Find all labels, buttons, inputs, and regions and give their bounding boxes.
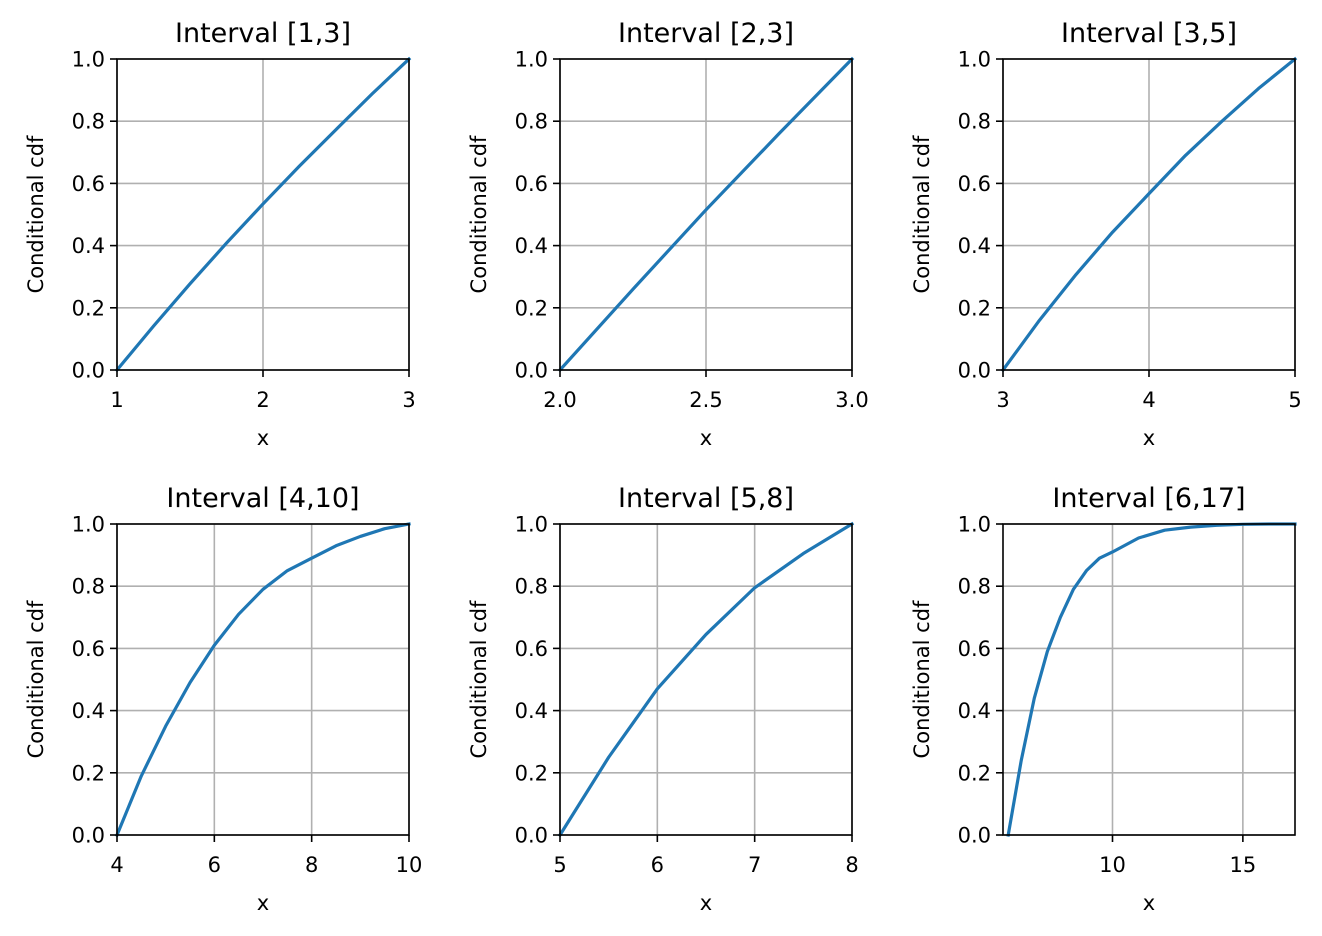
y-tick-label: 0.8 <box>958 575 991 599</box>
y-tick-label: 0.6 <box>515 637 548 661</box>
y-tick-label: 1.0 <box>958 48 991 72</box>
y-tick-label: 0.0 <box>72 824 105 848</box>
y-tick-label: 1.0 <box>72 513 105 537</box>
x-tick-label: 6 <box>208 853 221 877</box>
subplot-title: Interval [3,5] <box>1061 18 1237 49</box>
cdf-line <box>114 522 411 838</box>
y-tick-label: 0.2 <box>515 761 548 785</box>
cdf-line <box>1000 56 1298 373</box>
y-axis-label: Conditional cdf <box>467 600 491 758</box>
y-tick-label: 0.4 <box>958 234 991 258</box>
y-tick-label: 0.4 <box>72 234 105 258</box>
subplot-title: Interval [6,17] <box>1052 483 1245 514</box>
axes-frame <box>116 523 410 836</box>
x-tick-label: 15 <box>1229 853 1256 877</box>
y-tick-label: 0.2 <box>515 296 548 320</box>
y-tick-label: 0.2 <box>958 296 991 320</box>
y-axis-label: Conditional cdf <box>910 135 934 293</box>
y-tick-label: 0.4 <box>515 234 548 258</box>
y-tick-label: 0.0 <box>958 359 991 383</box>
y-tick-label: 1.0 <box>515 513 548 537</box>
x-tick-label: 5 <box>553 853 566 877</box>
y-tick-label: 0.0 <box>515 824 548 848</box>
y-tick-label: 0.6 <box>72 172 105 196</box>
x-axis-label: x <box>1143 891 1155 915</box>
x-axis-label: x <box>257 426 269 450</box>
x-axis-label: x <box>1143 426 1155 450</box>
x-tick-label: 2.5 <box>689 388 722 412</box>
y-tick-label: 0.6 <box>958 637 991 661</box>
x-tick-label: 2.0 <box>543 388 576 412</box>
subplot-3: 3 4 5 0.0 0.2 0.4 0.6 0.8 1.0 Interval [3,5] x Cond… <box>910 18 1302 450</box>
y-tick-label: 0.0 <box>515 359 548 383</box>
y-tick-label: 0.8 <box>72 575 105 599</box>
x-tick-label: 1 <box>110 388 123 412</box>
y-tick-label: 0.4 <box>72 699 105 723</box>
y-tick-label: 0.0 <box>72 359 105 383</box>
cdf-line <box>1006 522 1297 837</box>
y-tick-label: 0.8 <box>72 110 105 134</box>
y-tick-label: 1.0 <box>958 513 991 537</box>
y-axis-label: Conditional cdf <box>24 600 48 758</box>
x-tick-label: 10 <box>1099 853 1126 877</box>
y-tick-label: 1.0 <box>72 48 105 72</box>
x-tick-label: 7 <box>748 853 761 877</box>
x-tick-label: 4 <box>110 853 123 877</box>
x-tick-label: 3 <box>402 388 415 412</box>
y-tick-label: 0.2 <box>958 761 991 785</box>
y-tick-label: 0.6 <box>515 172 548 196</box>
x-tick-label: 3.0 <box>835 388 868 412</box>
y-tick-label: 0.8 <box>958 110 991 134</box>
subplot-title: Interval [5,8] <box>618 483 794 514</box>
y-tick-label: 0.2 <box>72 761 105 785</box>
x-axis-label: x <box>700 426 712 450</box>
subplot-4: 4 6 8 10 0.0 0.2 0.4 0.6 0.8 1.0 Interval [4,10] x C… <box>24 483 422 915</box>
subplot-1: 1 2 3 0.0 0.2 0.4 0.6 0.8 1.0 Interval [1,3] x Cond… <box>24 18 416 450</box>
axes-frame <box>559 523 853 836</box>
y-tick-label: 0.4 <box>958 699 991 723</box>
y-tick-label: 0.8 <box>515 575 548 599</box>
x-tick-label: 8 <box>845 853 858 877</box>
subplot-title: Interval [1,3] <box>175 18 351 49</box>
subplot-title: Interval [4,10] <box>166 483 359 514</box>
x-tick-label: 3 <box>996 388 1009 412</box>
y-axis-label: Conditional cdf <box>467 135 491 293</box>
subplot-5: 5 6 7 8 0.0 0.2 0.4 0.6 0.8 1.0 Interval [5,8] x Con… <box>467 483 859 915</box>
subplot-2: 2.0 2.5 3.0 0.0 0.2 0.4 0.6 0.8 1.0 Interval [2,3… <box>467 18 869 450</box>
y-tick-label: 1.0 <box>515 48 548 72</box>
x-tick-label: 6 <box>651 853 664 877</box>
y-tick-label: 0.6 <box>958 172 991 196</box>
cdf-line <box>557 56 855 373</box>
y-axis-label: Conditional cdf <box>910 600 934 758</box>
y-tick-label: 0.8 <box>515 110 548 134</box>
subplot-title: Interval [2,3] <box>618 18 794 49</box>
x-axis-label: x <box>257 891 269 915</box>
x-tick-label: 5 <box>1288 388 1301 412</box>
axes-frame <box>1002 523 1296 836</box>
x-axis-label: x <box>700 891 712 915</box>
x-tick-label: 4 <box>1142 388 1155 412</box>
y-axis-label: Conditional cdf <box>24 135 48 293</box>
y-tick-label: 0.2 <box>72 296 105 320</box>
cdf-line <box>114 56 412 373</box>
x-tick-label: 8 <box>305 853 318 877</box>
subplot-6: 10 15 0.0 0.2 0.4 0.6 0.8 1.0 Interval [6,17] x Co… <box>910 483 1297 915</box>
y-tick-label: 0.4 <box>515 699 548 723</box>
cdf-line <box>557 521 855 838</box>
x-tick-label: 10 <box>396 853 423 877</box>
y-tick-label: 0.0 <box>958 824 991 848</box>
y-tick-label: 0.6 <box>72 637 105 661</box>
x-tick-label: 2 <box>256 388 269 412</box>
